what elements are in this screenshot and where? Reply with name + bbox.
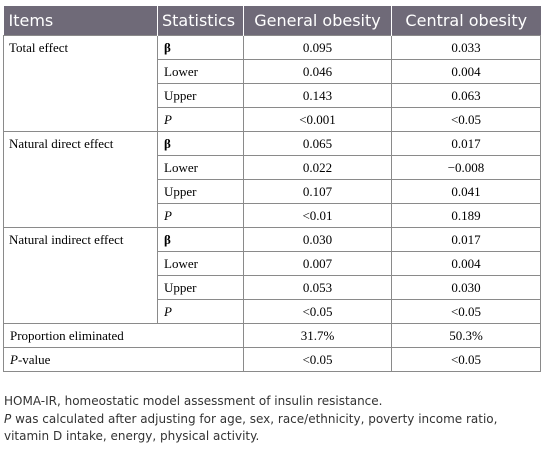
table-body: Total effect β 0.095 0.033 Lower 0.046 0… bbox=[3, 35, 541, 372]
footnote-p-adjustment-cont: vitamin D intake, energy, physical activ… bbox=[4, 429, 260, 443]
table-row: P <0.001 <0.05 bbox=[4, 107, 541, 132]
header-items: Items bbox=[3, 6, 158, 36]
summary-label-text: -value bbox=[17, 351, 51, 367]
central-obesity-value: <0.05 bbox=[391, 299, 541, 324]
central-obesity-value: 0.189 bbox=[391, 203, 541, 228]
central-obesity-value: <0.05 bbox=[391, 107, 541, 132]
central-obesity-value: 0.004 bbox=[391, 59, 541, 84]
table-row: Upper 0.053 0.030 bbox=[4, 275, 541, 300]
general-obesity-value: 0.053 bbox=[243, 275, 392, 300]
table-row: Upper 0.143 0.063 bbox=[4, 83, 541, 108]
general-obesity-value: 0.046 bbox=[243, 59, 392, 84]
table-row: Total effect β 0.095 0.033 bbox=[3, 35, 541, 132]
stat-label: P bbox=[157, 299, 244, 324]
table-row: P <0.01 0.189 bbox=[4, 203, 541, 228]
summary-row-proportion-eliminated: Proportion eliminated 31.7% 50.3% bbox=[3, 323, 541, 348]
central-obesity-value: 0.063 bbox=[391, 83, 541, 108]
stat-label: Upper bbox=[157, 275, 244, 300]
general-obesity-value: <0.05 bbox=[243, 299, 392, 324]
mediation-results-table: Items Statistics General obesity Central… bbox=[3, 6, 541, 372]
central-obesity-value: 0.030 bbox=[391, 275, 541, 300]
general-obesity-value: 31.7% bbox=[243, 323, 392, 348]
stat-label: β bbox=[157, 35, 244, 60]
general-obesity-value: <0.001 bbox=[243, 107, 392, 132]
summary-label: P-value bbox=[3, 347, 244, 372]
general-obesity-value: <0.01 bbox=[243, 203, 392, 228]
summary-label-italic: P bbox=[10, 351, 18, 367]
central-obesity-value: 0.041 bbox=[391, 179, 541, 204]
central-obesity-value: <0.05 bbox=[391, 347, 541, 372]
central-obesity-value: 0.033 bbox=[391, 35, 541, 60]
stat-label: P bbox=[157, 107, 244, 132]
table-footnotes: HOMA-IR, homeostatic model assessment of… bbox=[4, 393, 540, 446]
footnote-p-text-line1: was calculated after adjusting for age, … bbox=[11, 411, 498, 426]
stat-label: Upper bbox=[157, 83, 244, 108]
general-obesity-value: 0.030 bbox=[243, 227, 392, 252]
general-obesity-value: 0.143 bbox=[243, 83, 392, 108]
central-obesity-value: 0.017 bbox=[391, 227, 541, 252]
central-obesity-value: −0.008 bbox=[391, 155, 541, 180]
central-obesity-value: 50.3% bbox=[391, 323, 541, 348]
item-natural-indirect-effect: Natural indirect effect bbox=[3, 227, 158, 324]
header-general-obesity: General obesity bbox=[243, 6, 392, 36]
stat-label: β bbox=[157, 131, 244, 156]
general-obesity-value: 0.065 bbox=[243, 131, 392, 156]
summary-row-p-value: P-value <0.05 <0.05 bbox=[3, 347, 541, 372]
summary-label-text: Proportion eliminated bbox=[10, 327, 124, 343]
footnote-p-symbol: P bbox=[4, 411, 12, 426]
central-obesity-value: 0.017 bbox=[391, 131, 541, 156]
general-obesity-value: 0.095 bbox=[243, 35, 392, 60]
header-central-obesity: Central obesity bbox=[391, 6, 541, 36]
header-statistics: Statistics bbox=[157, 6, 244, 36]
general-obesity-value: 0.007 bbox=[243, 251, 392, 276]
general-obesity-value: 0.107 bbox=[243, 179, 392, 204]
results-table-container: Items Statistics General obesity Central… bbox=[3, 6, 541, 372]
general-obesity-value: <0.05 bbox=[243, 347, 392, 372]
table-row: Natural indirect effect β 0.030 0.017 bbox=[3, 227, 541, 324]
stat-label: Lower bbox=[157, 59, 244, 84]
stat-label: P bbox=[157, 203, 244, 228]
stat-label: Lower bbox=[157, 155, 244, 180]
table-row: Natural direct effect β 0.065 0.017 bbox=[3, 131, 541, 228]
summary-label: Proportion eliminated bbox=[3, 323, 244, 348]
stat-label: β bbox=[157, 227, 244, 252]
table-row: Lower 0.007 0.004 bbox=[4, 251, 541, 276]
general-obesity-value: 0.022 bbox=[243, 155, 392, 180]
table-header: Items Statistics General obesity Central… bbox=[3, 6, 541, 36]
central-obesity-value: 0.004 bbox=[391, 251, 541, 276]
table-row: Lower 0.046 0.004 bbox=[4, 59, 541, 84]
table-row: Lower 0.022 −0.008 bbox=[4, 155, 541, 180]
stat-label: Upper bbox=[157, 179, 244, 204]
footnote-p-adjustment: P was calculated after adjusting for age… bbox=[4, 411, 540, 429]
stat-label: Lower bbox=[157, 251, 244, 276]
item-natural-direct-effect: Natural direct effect bbox=[3, 131, 158, 228]
item-total-effect: Total effect bbox=[3, 35, 158, 132]
header-row: Items Statistics General obesity Central… bbox=[3, 6, 541, 36]
footnote-abbreviation: HOMA-IR, homeostatic model assessment of… bbox=[4, 394, 383, 408]
